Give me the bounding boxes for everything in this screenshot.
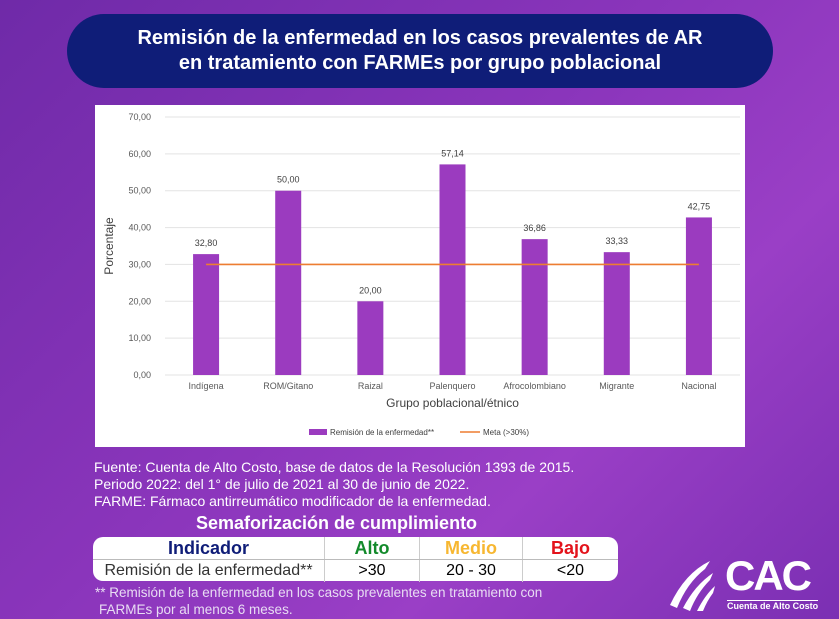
chart: 0,00 10,00 20,00 30,00 40,00 50,00 60,00 70,00 3… <box>95 105 745 447</box>
cac-logo: CAC Cuenta de Alto Costo <box>665 553 825 615</box>
x-tick-label: ROM/Gitano <box>263 381 313 391</box>
cell-bajo: <20 <box>556 562 585 579</box>
cell-alto: >30 <box>325 560 420 582</box>
y-tick-label: 20,00 <box>128 296 151 306</box>
x-tick-label: Nacional <box>681 381 716 391</box>
y-tick-label: 0,00 <box>133 370 151 380</box>
header-indicador: Indicador <box>93 537 325 559</box>
cac-logo-swoosh-icon <box>670 561 715 611</box>
data-label: 42,75 <box>688 201 711 211</box>
cell-medio: 20 - 30 <box>420 560 523 582</box>
y-tick-label: 70,00 <box>128 112 151 122</box>
x-tick-label: Afrocolombiano <box>503 381 566 391</box>
x-tick-label: Raizal <box>358 381 383 391</box>
data-label: 20,00 <box>359 285 382 295</box>
footnote: ** Remisión de la enfermedad en los caso… <box>95 584 542 618</box>
legend-bar-label: Remisión de la enfermedad** <box>330 428 434 437</box>
data-label: 50,00 <box>277 175 300 185</box>
y-tick-label: 10,00 <box>128 333 151 343</box>
y-tick-label: 50,00 <box>128 186 151 196</box>
header-alto: Alto <box>325 537 420 559</box>
note-period: Periodo 2022: del 1° de julio de 2021 al… <box>94 476 470 492</box>
x-tick-label: Indígena <box>189 381 224 391</box>
logo-subtitle: Cuenta de Alto Costo <box>727 600 819 611</box>
bar-Migrante <box>603 252 630 375</box>
y-tick-label: 60,00 <box>128 149 151 159</box>
footnote-line-2: FARMEs por al menos 6 meses. <box>99 602 293 617</box>
header-medio: Medio <box>420 537 523 559</box>
note-farme: FARME: Fármaco antirreumático modificado… <box>94 493 491 509</box>
y-axis-label: Porcentaje <box>102 217 116 275</box>
title-line-1: Remisión de la enfermedad en los casos p… <box>137 27 703 49</box>
logo-text: CAC <box>725 552 812 599</box>
footnote-line-1: ** Remisión de la enfermedad en los caso… <box>95 585 543 600</box>
semaforo-title: Semaforización de cumplimiento <box>196 513 478 533</box>
bar-chart-svg: 0,00 10,00 20,00 30,00 40,00 50,00 60,00 70,00 3… <box>102 112 740 437</box>
data-label: 32,80 <box>195 238 218 248</box>
data-label: 33,33 <box>606 236 629 246</box>
y-tick-label: 40,00 <box>128 223 151 233</box>
bar-Nacional <box>685 217 712 375</box>
bar-Palenquero <box>439 164 466 375</box>
data-label: 36,86 <box>523 223 546 233</box>
semaforo-row: Remisión de la enfermedad** >30 20 - 30 … <box>93 560 618 582</box>
bar-Afrocolombiano <box>521 239 548 375</box>
title-line-2: en tratamiento con FARMEs por grupo pobl… <box>178 52 662 74</box>
x-tick-label: Palenquero <box>429 381 475 391</box>
note-source: Fuente: Cuenta de Alto Costo, base de da… <box>94 459 575 475</box>
header-bajo: Bajo <box>550 537 590 558</box>
data-label: 57,14 <box>441 148 464 158</box>
cell-indicador: Remisión de la enfermedad** <box>93 560 325 582</box>
semaforo-table: Indicador Alto Medio Bajo Remisión de la… <box>93 537 618 582</box>
y-tick-label: 30,00 <box>128 259 151 269</box>
semaforo-header-row: Indicador Alto Medio Bajo <box>93 537 618 560</box>
bar-Indígena <box>193 254 220 375</box>
bar-ROM/Gitano <box>275 190 302 375</box>
notes: Fuente: Cuenta de Alto Costo, base de da… <box>94 459 574 510</box>
x-axis-label: Grupo poblacional/étnico <box>386 396 519 410</box>
bar-Raizal <box>357 301 384 375</box>
x-tick-label: Migrante <box>599 381 634 391</box>
legend-line-label: Meta (>30%) <box>483 428 529 437</box>
title-banner: Remisión de la enfermedad en los casos p… <box>67 14 773 88</box>
legend-bar-swatch <box>309 429 327 435</box>
